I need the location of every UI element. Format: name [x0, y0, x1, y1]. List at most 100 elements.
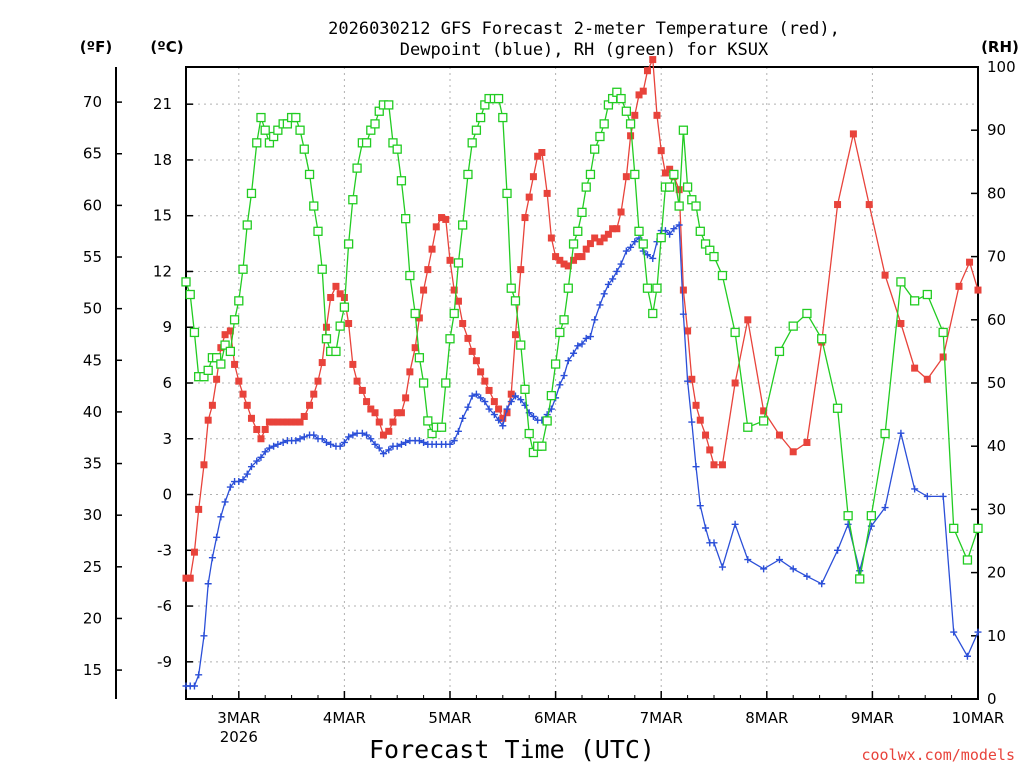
- rh-point: [242, 220, 252, 230]
- dewpoint-point: [204, 580, 212, 588]
- rh-point: [664, 182, 675, 192]
- temperature-point: [231, 360, 239, 368]
- temperature-point: [556, 256, 564, 264]
- dewpoint-point: [609, 275, 617, 283]
- rh-point: [396, 176, 407, 186]
- dewpoint-point: [702, 524, 710, 532]
- dewpoint-point: [274, 440, 282, 448]
- dewpoint-point: [363, 431, 371, 439]
- celsius-axis: -9 -6 -3 0 3 6 9 12 15 18 21: [153, 95, 193, 671]
- temperature-point: [182, 574, 190, 582]
- rh-point: [291, 112, 301, 123]
- rh-point: [317, 264, 327, 274]
- series-temperature: [182, 56, 982, 582]
- dewpoint-point: [257, 453, 265, 461]
- dewpoint-point: [459, 414, 467, 422]
- rh-point: [568, 239, 579, 249]
- dewpoint-point: [679, 310, 687, 318]
- rh-point: [843, 511, 853, 521]
- dewpoint-point: [950, 628, 958, 636]
- rh-point: [506, 283, 516, 293]
- fahrenheit-tick-label: 50: [83, 300, 102, 318]
- temperature-point: [318, 359, 326, 367]
- dewpoint-point: [472, 390, 480, 398]
- dewpoint-point: [688, 418, 696, 426]
- dewpoint-point: [318, 435, 326, 443]
- temperature-point: [243, 401, 251, 409]
- temperature-point: [424, 266, 432, 274]
- temperature-point: [543, 189, 551, 197]
- x-axis-title: Forecast Time (UTC): [369, 735, 655, 764]
- time-tick-label: 6MAR: [534, 709, 577, 727]
- dewpoint-point: [367, 435, 375, 443]
- rh-point: [638, 239, 648, 249]
- temperature-point: [495, 405, 503, 413]
- rh-point: [595, 131, 605, 142]
- temperature-point: [675, 186, 683, 194]
- celsius-unit-label: (ºC): [150, 38, 183, 56]
- temperature-point: [974, 286, 982, 294]
- rh-tick-label: 100: [987, 58, 1016, 76]
- dewpoint-point: [818, 580, 826, 588]
- rh-point: [938, 327, 948, 338]
- temperature-point: [643, 67, 651, 75]
- rh-point: [273, 125, 283, 135]
- temperature-point: [397, 409, 405, 417]
- rh-point: [922, 289, 932, 300]
- rh-tick-label: 20: [987, 564, 1006, 582]
- dewpoint-point: [627, 243, 635, 251]
- temperature-point: [257, 435, 265, 443]
- dewpoint-point: [261, 448, 269, 456]
- temperature-point: [574, 253, 582, 261]
- rh-point: [321, 334, 332, 344]
- temperature-point: [247, 414, 255, 422]
- rh-point: [630, 169, 640, 180]
- temperature-point: [849, 130, 857, 138]
- rh-point: [962, 555, 973, 565]
- temperature-point: [353, 377, 361, 385]
- dewpoint-point: [675, 221, 683, 229]
- dewpoint-point: [760, 565, 768, 573]
- rh-point: [510, 296, 521, 306]
- time-tick-label: 8MAR: [745, 709, 788, 727]
- dewpoint-point: [226, 483, 234, 491]
- rh-point: [559, 315, 569, 325]
- rh-point: [313, 226, 323, 236]
- series-rh: [181, 87, 983, 584]
- dewpoint-point: [617, 260, 625, 268]
- temperature-point: [363, 398, 371, 406]
- rh-point: [537, 441, 547, 451]
- temperature-point: [450, 286, 458, 294]
- dewpoint-point: [349, 431, 357, 439]
- time-tick-label: 10MAR: [952, 709, 1005, 727]
- rh-point: [896, 277, 906, 287]
- rh-point: [238, 264, 248, 274]
- dewpoint-point: [911, 485, 919, 493]
- temperature-point: [221, 331, 229, 339]
- rh-point: [493, 93, 504, 104]
- dewpoint-point: [485, 405, 493, 413]
- dewpoint-point: [296, 435, 304, 443]
- rh-point: [339, 302, 350, 312]
- dewpoint-point: [195, 671, 203, 679]
- celsius-tick-label: 3: [162, 430, 172, 448]
- rh-point: [652, 283, 662, 293]
- temperature-point: [710, 461, 718, 469]
- dewpoint-point: [270, 442, 278, 450]
- rh-point: [516, 340, 526, 350]
- time-tick-year-label: 2026: [220, 728, 258, 746]
- dewpoint-point: [600, 290, 608, 298]
- dewpoint-point: [775, 556, 783, 564]
- temperature-point: [446, 256, 454, 264]
- dewpoint-point: [477, 394, 485, 402]
- dewpoint-point: [939, 492, 947, 500]
- fahrenheit-tick-label: 30: [83, 506, 102, 524]
- temperature-point: [274, 418, 282, 426]
- rh-point: [524, 428, 534, 439]
- temperature-point: [865, 201, 873, 209]
- rh-point: [502, 188, 512, 199]
- temperature-point: [327, 293, 335, 301]
- temperature-point: [371, 409, 379, 417]
- temperature-point: [609, 225, 617, 233]
- temperature-point: [279, 418, 287, 426]
